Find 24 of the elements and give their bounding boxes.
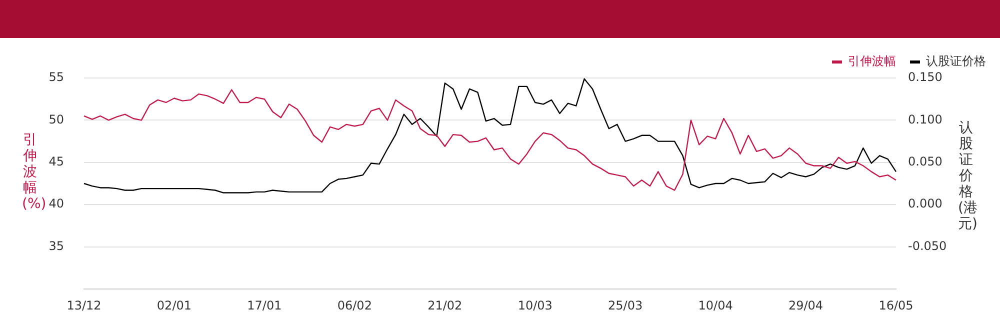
y-tick-label: 45 xyxy=(48,154,64,169)
x-tick-label: 06/02 xyxy=(337,298,372,312)
y-tick-label: 50 xyxy=(48,112,64,126)
x-tick-label: 17/01 xyxy=(247,298,282,312)
y-axis-title: 引伸波幅(%) xyxy=(22,132,46,212)
legend-label: 引伸波幅 xyxy=(848,54,896,68)
x-tick-label: 10/04 xyxy=(698,298,733,312)
y2-tick-label: -0.050 xyxy=(908,238,947,253)
y2-tick-label: 0.000 xyxy=(908,196,942,211)
x-tick-label: 16/05 xyxy=(878,298,914,312)
x-tick-label: 29/04 xyxy=(788,298,824,312)
x-tick-label: 02/01 xyxy=(156,298,192,312)
y-tick-label: 40 xyxy=(48,196,64,211)
x-tick-label: 10/03 xyxy=(518,298,552,312)
y2-tick-label: 0.100 xyxy=(908,112,942,126)
x-tick-label: 13/12 xyxy=(66,298,102,312)
y2-axis-title: 认股证价格(港元) xyxy=(958,120,978,232)
y-tick-label: 55 xyxy=(48,70,64,84)
y-tick-label: 35 xyxy=(48,238,64,253)
x-tick-label: 21/02 xyxy=(428,298,462,312)
x-tick-label: 25/03 xyxy=(608,298,643,312)
legend-label: 认股证价格 xyxy=(926,54,986,68)
y2-tick-label: 0.150 xyxy=(908,70,942,84)
y2-tick-label: 0.050 xyxy=(908,154,942,169)
